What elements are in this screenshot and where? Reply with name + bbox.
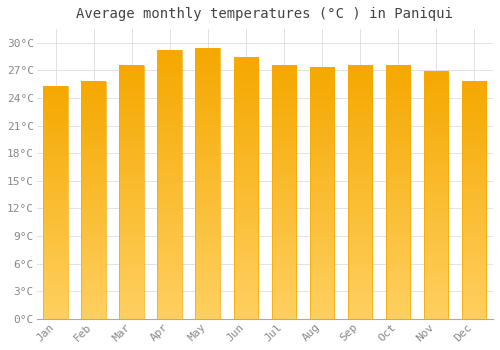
- Bar: [234, 58, 258, 319]
- Bar: [462, 82, 486, 319]
- Bar: [310, 68, 334, 319]
- Bar: [82, 82, 106, 319]
- Bar: [348, 66, 372, 319]
- Bar: [158, 50, 182, 319]
- Bar: [424, 71, 448, 319]
- Bar: [120, 66, 144, 319]
- Bar: [386, 66, 410, 319]
- Bar: [44, 86, 68, 319]
- Bar: [272, 65, 296, 319]
- Title: Average monthly temperatures (°C ) in Paniqui: Average monthly temperatures (°C ) in Pa…: [76, 7, 454, 21]
- Bar: [196, 48, 220, 319]
